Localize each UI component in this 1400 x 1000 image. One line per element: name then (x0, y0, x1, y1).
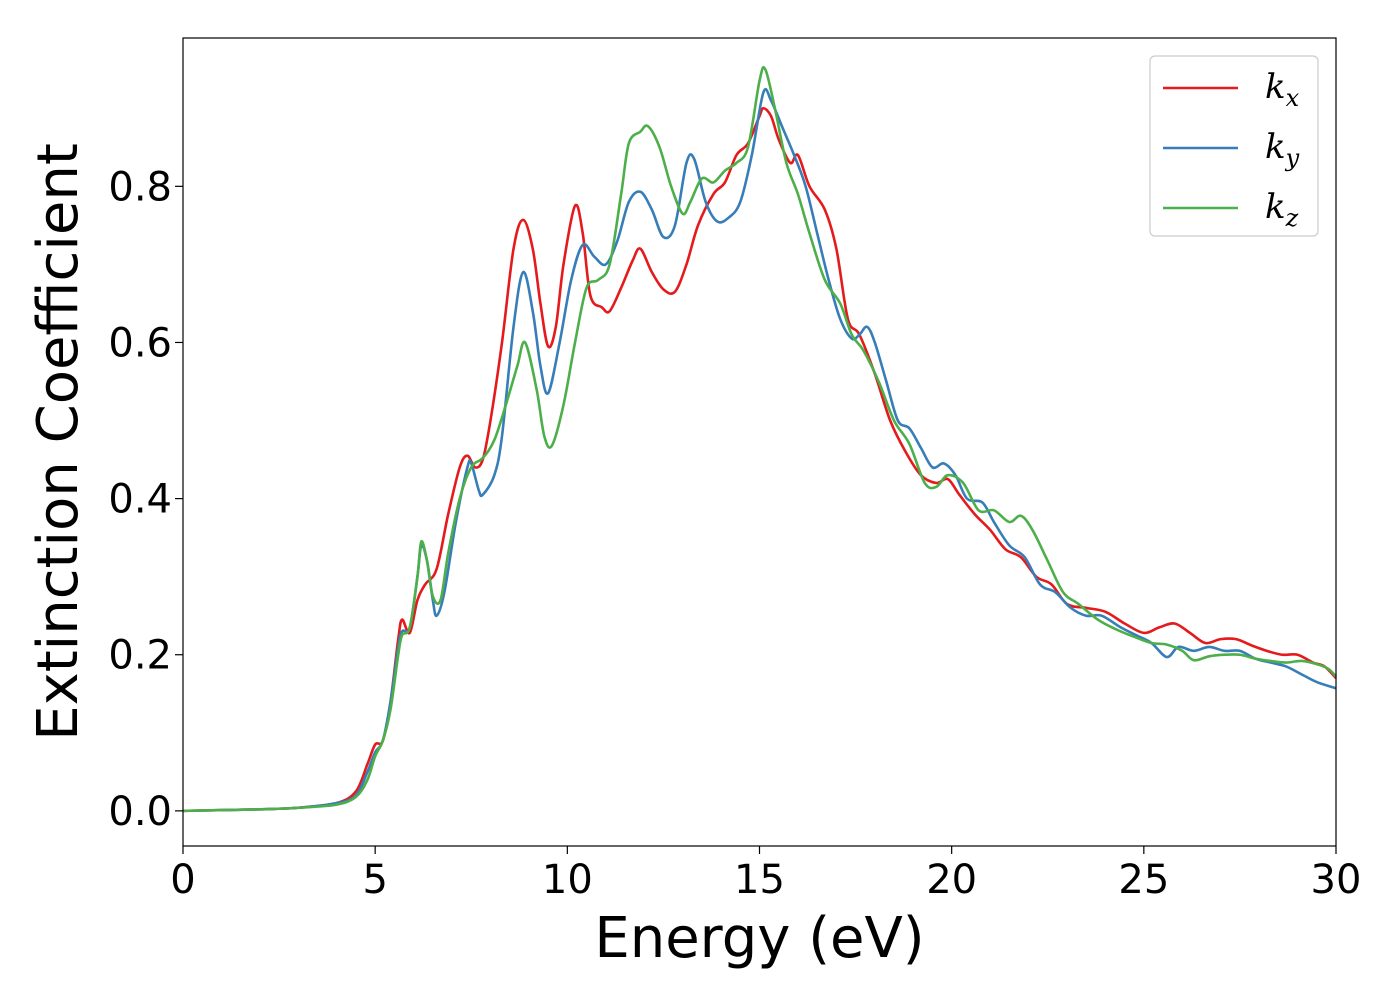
series-line-kz (182, 66, 1337, 813)
plot-background (183, 38, 1336, 846)
x-tick-label: 5 (362, 857, 387, 903)
x-tick-label: 30 (1311, 857, 1362, 903)
series-line-kx (182, 106, 1337, 813)
x-tick-label: 0 (170, 857, 195, 903)
y-axis-label: Extinction Coefficient (26, 143, 91, 741)
y-tick-label: 0.0 (108, 789, 172, 835)
legend-box (1149, 55, 1319, 237)
series-layer (182, 66, 1337, 813)
y-tick-label: 0.4 (108, 477, 172, 523)
x-axis-ticks: 0 5 10 15 20 25 30 (170, 846, 1361, 903)
y-tick-label: 0.8 (108, 164, 172, 210)
x-axis-label: Energy (eV) (594, 906, 924, 971)
y-axis-ticks: 0.0 0.2 0.4 0.6 0.8 (108, 164, 183, 835)
x-tick-label: 20 (926, 857, 977, 903)
x-tick-label: 15 (734, 857, 785, 903)
y-tick-label: 0.6 (108, 320, 172, 366)
x-tick-label: 10 (542, 857, 593, 903)
y-tick-label: 0.2 (108, 633, 172, 679)
series-line-ky (182, 87, 1337, 813)
x-tick-label: 25 (1118, 857, 1169, 903)
